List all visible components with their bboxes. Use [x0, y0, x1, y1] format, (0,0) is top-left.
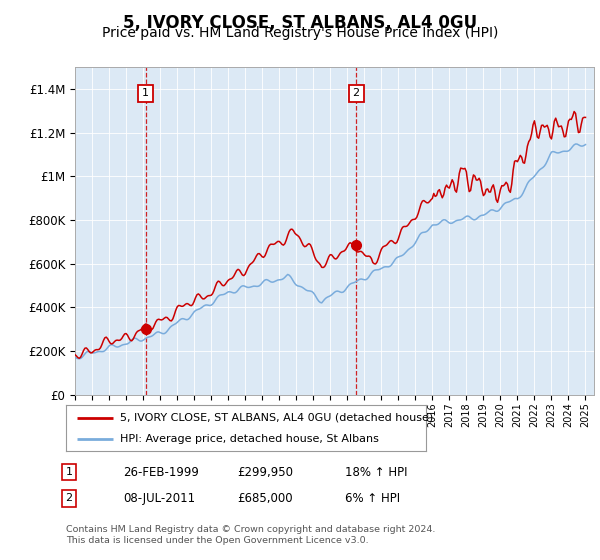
Text: Price paid vs. HM Land Registry's House Price Index (HPI): Price paid vs. HM Land Registry's House …	[102, 26, 498, 40]
Text: 1: 1	[65, 467, 73, 477]
Text: 26-FEB-1999: 26-FEB-1999	[123, 465, 199, 479]
Text: 2: 2	[65, 493, 73, 503]
Text: 2: 2	[353, 88, 359, 99]
Text: 08-JUL-2011: 08-JUL-2011	[123, 492, 195, 505]
Text: £685,000: £685,000	[237, 492, 293, 505]
Text: 5, IVORY CLOSE, ST ALBANS, AL4 0GU: 5, IVORY CLOSE, ST ALBANS, AL4 0GU	[123, 14, 477, 32]
Text: Contains HM Land Registry data © Crown copyright and database right 2024.
This d: Contains HM Land Registry data © Crown c…	[66, 525, 436, 545]
Text: 6% ↑ HPI: 6% ↑ HPI	[345, 492, 400, 505]
Text: HPI: Average price, detached house, St Albans: HPI: Average price, detached house, St A…	[120, 435, 379, 444]
Text: 1: 1	[142, 88, 149, 99]
Text: 5, IVORY CLOSE, ST ALBANS, AL4 0GU (detached house): 5, IVORY CLOSE, ST ALBANS, AL4 0GU (deta…	[120, 413, 433, 423]
Text: £299,950: £299,950	[237, 465, 293, 479]
Text: 18% ↑ HPI: 18% ↑ HPI	[345, 465, 407, 479]
